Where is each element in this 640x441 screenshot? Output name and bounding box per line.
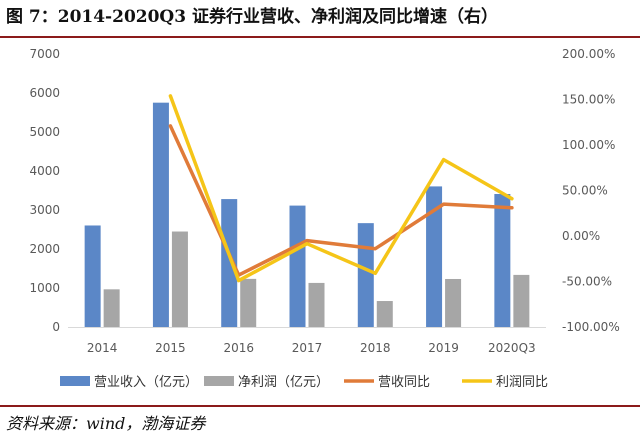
y-right-tick-label: 0.00%	[562, 229, 600, 243]
profit-bar	[171, 231, 188, 327]
y-left-tick-label: 5000	[29, 125, 60, 139]
x-tick-label: 2020Q3	[488, 341, 536, 355]
title-rule	[0, 36, 640, 38]
y-left-tick-label: 0	[52, 320, 60, 334]
x-tick-label: 2019	[428, 341, 459, 355]
y-left-tick-label: 3000	[29, 203, 60, 217]
y-left-tick-label: 2000	[29, 242, 60, 256]
source-rule	[0, 405, 640, 407]
legend-revenue-label: 营业收入（亿元）	[94, 375, 198, 390]
x-tick-label: 2015	[155, 341, 186, 355]
y-left-tick-label: 4000	[29, 164, 60, 178]
figure-title: 图 7：2014-2020Q3 证券行业营收、净利润及同比增速（右）	[6, 7, 498, 27]
x-tick-label: 2017	[292, 341, 323, 355]
legend-profit-label: 净利润（亿元）	[238, 375, 329, 390]
revenue-bar	[221, 199, 238, 327]
y-left-tick-label: 7000	[29, 47, 60, 61]
profit-yoy-line	[168, 94, 514, 283]
revenue-bar	[494, 194, 511, 327]
y-left-tick-label: 6000	[29, 86, 60, 100]
y-right-tick-label: 50.00%	[562, 184, 608, 198]
legend-revenue-swatch	[60, 376, 90, 386]
x-tick-label: 2018	[360, 341, 391, 355]
legend-profit-yoy-label: 利润同比	[496, 375, 548, 390]
y-right-tick-label: 150.00%	[562, 93, 615, 107]
y-right-tick-label: 200.00%	[562, 47, 615, 61]
source-note: 资料来源：wind，渤海证券	[6, 414, 206, 433]
revenue-bar	[426, 186, 443, 327]
y-right-tick-label: -50.00%	[562, 275, 612, 289]
y-left-tick-label: 1000	[29, 281, 60, 295]
revenue-bar	[357, 223, 374, 327]
revenue-bar	[84, 225, 101, 327]
profit-bar	[308, 282, 325, 327]
revenue-bar	[289, 205, 306, 327]
y-right-tick-label: -100.00%	[562, 320, 620, 334]
x-tick-label: 2014	[87, 341, 118, 355]
x-tick-label: 2016	[223, 341, 254, 355]
profit-bar	[445, 278, 462, 327]
revenue-bar	[152, 102, 169, 327]
y-right-tick-label: 100.00%	[562, 138, 615, 152]
profit-bar	[103, 289, 120, 327]
profit-bar	[376, 301, 393, 327]
profit-bar	[513, 274, 530, 327]
legend-profit-swatch	[204, 376, 234, 386]
legend-revenue-yoy-label: 营收同比	[378, 375, 430, 390]
profit-bar	[240, 278, 257, 327]
